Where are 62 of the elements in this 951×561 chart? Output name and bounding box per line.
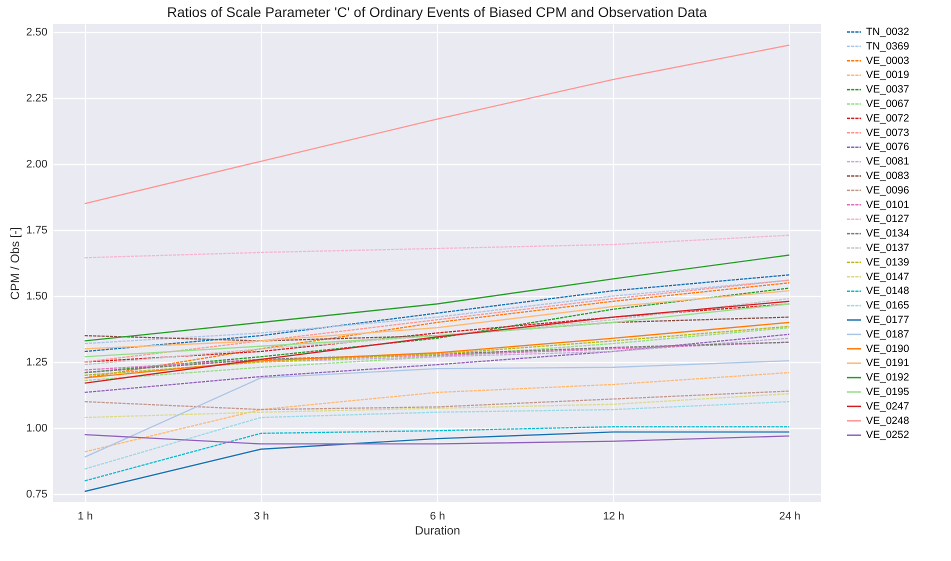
line-series — [84, 274, 790, 352]
y-tick-label: 1.00 — [26, 422, 48, 435]
legend-label: VE_0067 — [866, 98, 910, 110]
x-tick-label: 12 h — [602, 510, 624, 522]
legend-label: TN_0032 — [866, 26, 910, 38]
legend-label: VE_0148 — [866, 285, 910, 298]
line-series — [84, 254, 790, 342]
legend-label: VE_0137 — [866, 242, 910, 254]
y-tick-label: 1.50 — [26, 290, 48, 303]
line-series — [84, 372, 790, 452]
chart-title: Ratios of Scale Parameter 'C' of Ordinary Events of Biased CPM and Observation Data — [167, 4, 708, 20]
y-axis-title: CPM / Obs [-] — [8, 227, 22, 300]
legend-label: VE_0081 — [866, 156, 910, 168]
line-series — [84, 334, 790, 394]
line-series — [84, 300, 790, 384]
line-series — [84, 360, 790, 458]
legend-label: VE_0127 — [866, 213, 910, 226]
legend-label: VE_0019 — [866, 69, 910, 82]
y-tick-label: 2.50 — [26, 26, 48, 38]
x-tick-label: 1 h — [78, 510, 93, 522]
x-tick-label: 6 h — [430, 510, 446, 522]
line-series — [84, 390, 790, 410]
legend-label: TN_0369 — [866, 40, 910, 52]
line-series — [84, 426, 790, 482]
legend-label: VE_0073 — [866, 126, 910, 139]
y-tick-label: 0.75 — [26, 488, 48, 501]
x-tick-label: 24 h — [779, 510, 801, 522]
line-series — [84, 280, 790, 344]
legend-label: VE_0248 — [866, 414, 910, 427]
y-tick-label: 1.75 — [26, 224, 48, 236]
line-series — [84, 280, 790, 363]
legend-label: VE_0083 — [866, 170, 910, 182]
legend-label: VE_0191 — [866, 357, 910, 370]
legend-label: VE_0247 — [866, 400, 910, 412]
legend-label: VE_0195 — [866, 386, 910, 398]
y-tick-label: 1.25 — [26, 356, 48, 369]
line-series — [84, 434, 790, 445]
line-series — [84, 431, 790, 492]
legend-label: VE_0252 — [866, 429, 910, 442]
x-tick-label: 3 h — [254, 510, 269, 522]
legend-label: VE_0165 — [866, 300, 910, 312]
y-tick-label: 2.00 — [26, 158, 48, 170]
legend-label: VE_0134 — [866, 228, 910, 240]
line-series — [84, 44, 790, 204]
y-tick-label: 2.25 — [26, 92, 48, 104]
legend-label: VE_0192 — [866, 372, 910, 384]
legend-label: VE_0139 — [866, 256, 910, 268]
legend-label: VE_0190 — [866, 342, 910, 355]
legend-label: VE_0037 — [866, 84, 910, 96]
legend-label: VE_0072 — [866, 112, 910, 124]
legend-label: VE_0147 — [866, 270, 910, 283]
legend-label: VE_0177 — [866, 314, 910, 326]
legend-label: VE_0101 — [866, 198, 910, 211]
legend-label: VE_0076 — [866, 141, 910, 154]
x-axis-title: Duration — [414, 524, 460, 538]
legend-label: VE_0096 — [866, 184, 910, 196]
legend-label: VE_0003 — [866, 54, 910, 67]
line-series — [84, 400, 790, 470]
line-series — [84, 290, 790, 350]
line-series — [84, 393, 790, 418]
legend-label: VE_0187 — [866, 328, 910, 340]
line-series — [84, 234, 790, 258]
